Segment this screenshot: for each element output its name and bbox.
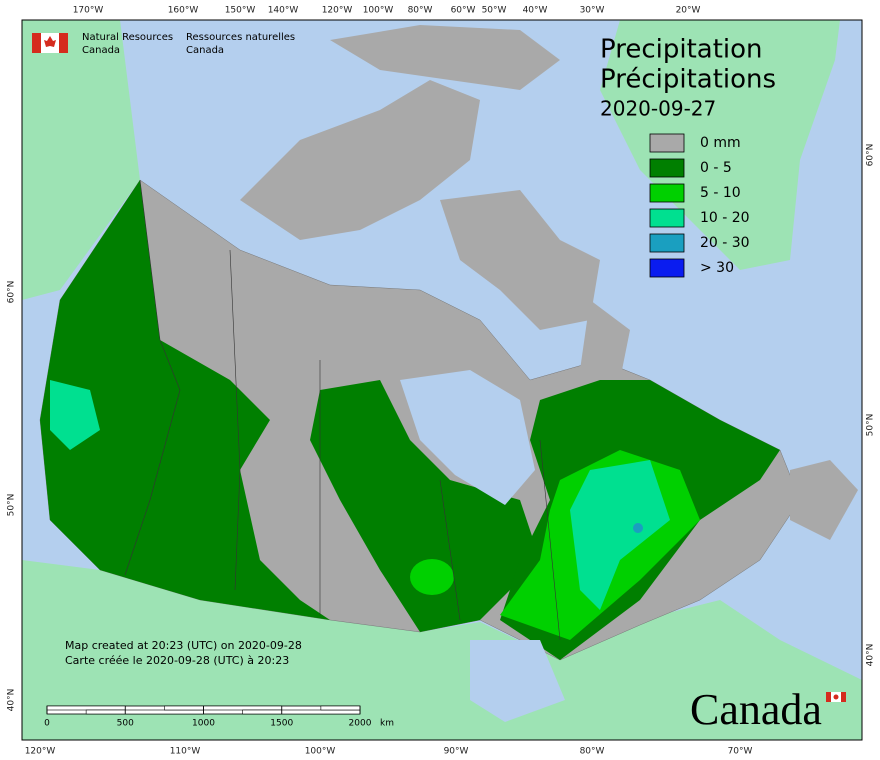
border [124,179,181,576]
graticule-label: 40°N [7,689,17,712]
newfoundland [790,460,858,540]
precip-zone [50,380,100,450]
maple-leaf [44,36,56,47]
graticule-label: 60°W [451,6,476,16]
legend-label: 0 - 5 [700,160,732,176]
border [229,249,241,591]
legend-label: 5 - 10 [700,185,741,201]
scale-label: 500 [117,719,134,729]
legend-swatch [649,158,685,178]
alaska [22,20,140,300]
graticule-label: 60°N [866,144,876,167]
graticule-label: 50°N [7,494,17,517]
graticule-label: 150°W [225,6,256,16]
scale-bar-segment [124,709,204,715]
scale-bar-segment [281,709,361,715]
agency-en: Canada [82,45,120,56]
graticule-label: 170°W [73,6,104,16]
scale-unit: km [380,719,394,729]
note: Carte créée le 2020-09-28 (UTC) à 20:23 [65,654,289,667]
graticule-label: 80°W [580,747,605,757]
precip-zone [633,523,643,533]
logo: Natural Resources Canada Ressources natu… [32,32,295,56]
scale-label: 1500 [270,719,293,729]
graticule-label: 160°W [168,6,199,16]
border [439,479,461,621]
graticule-label: 40°N [866,644,876,667]
precip-zone [310,380,540,632]
legend-swatch [649,133,685,153]
legend-swatch [649,258,685,278]
graticule-label: 40°W [523,6,548,16]
legend-label: 10 - 20 [700,210,750,226]
graticule-label: 50°W [482,6,507,16]
flag-band [841,692,846,702]
legend-label: 20 - 30 [700,235,750,251]
graticule-label: 120°W [322,6,353,16]
precip-zone [570,460,670,610]
graticule-label: 30°W [580,6,605,16]
scale-label: 1000 [192,719,215,729]
scale-label: 0 [44,719,50,729]
precip-zone [410,559,454,595]
flag-band [32,33,41,53]
graticule-label: 70°W [728,747,753,757]
legend-swatch [649,233,685,253]
graticule-label: 100°W [363,6,394,16]
legend-swatch [649,183,685,203]
scale-label: 2000 [349,719,372,729]
scale-bar-segment [320,705,361,711]
scale-bar-segment [203,705,283,711]
graticule-label: 20°W [676,6,701,16]
frame-border [21,19,863,741]
wordmark-flag [826,692,846,702]
map-frame [21,19,863,741]
precip-zone [40,180,330,620]
flag-band [826,692,831,702]
great-lakes [470,640,565,722]
scale-bar-segment [242,709,283,715]
graticule-label: 120°W [25,747,56,757]
scale-bar-segment [85,709,126,715]
agency-fr: Ressources naturelles [186,32,295,43]
graticule-label: 110°W [170,747,201,757]
arctic-island [240,80,480,240]
graticule-label: 140°W [268,6,299,16]
graticule-label: 50°N [866,414,876,437]
baffin-island [440,190,600,330]
arctic-island [580,300,630,380]
maple-leaf [833,694,839,700]
title: Precipitation [600,35,763,65]
date: 2020-09-27 [600,97,716,121]
graticule-label: 90°W [444,747,469,757]
legend-label: > 30 [700,260,734,276]
graticule-label: 80°W [408,6,433,16]
legend-label: 0 mm [700,135,741,151]
agency-fr: Canada [186,45,224,56]
hudson-bay [400,370,535,505]
border [539,439,561,641]
title: Précipitations [600,65,776,95]
graticule-label: 60°N [7,281,17,304]
flag-band [59,33,68,53]
graticule-label: 100°W [305,747,336,757]
arctic-island [330,25,560,90]
scale-bar-segment [46,705,126,711]
wordmark: Canada [690,685,822,734]
note: Map created at 20:23 (UTC) on 2020-09-28 [65,639,302,652]
greenland [600,20,840,270]
legend-swatch [649,208,685,228]
scale-bar-segment [164,705,204,711]
agency-en: Natural Resources [82,32,173,43]
